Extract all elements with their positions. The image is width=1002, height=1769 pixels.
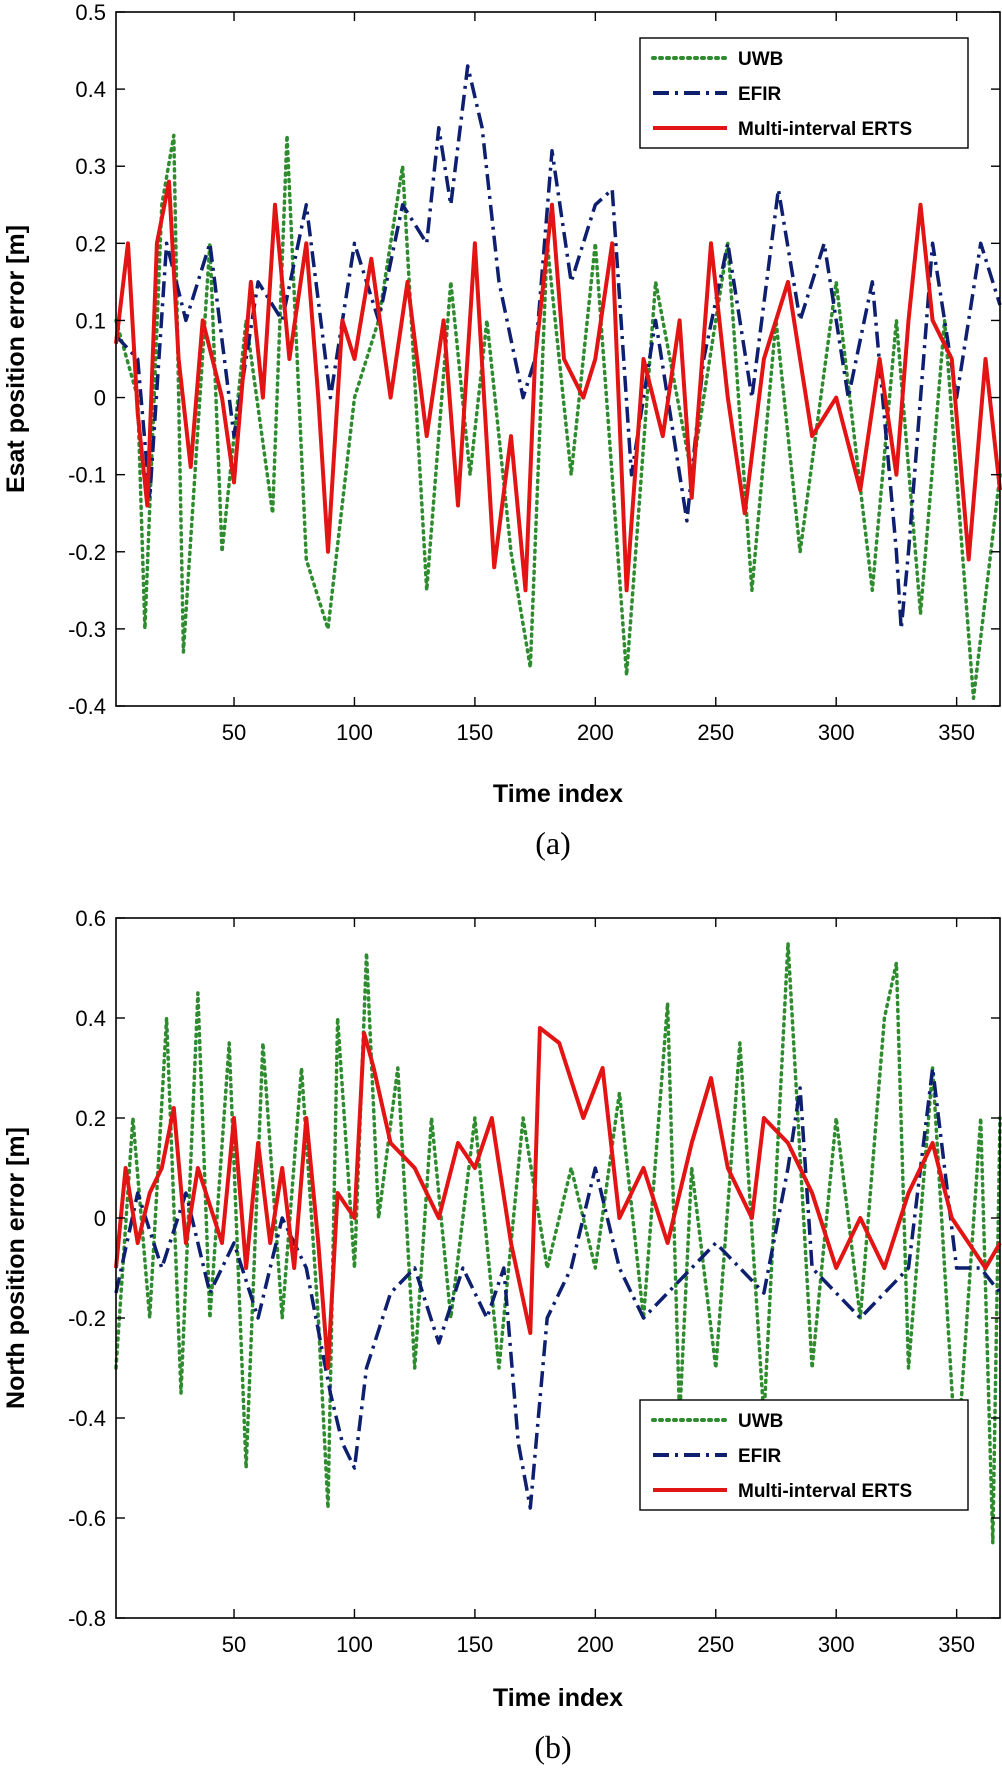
y-tick-label-a: 0.5 bbox=[75, 0, 106, 25]
series-line-uwb-a bbox=[114, 133, 1002, 701]
series-line-multi-interval-erts-a bbox=[114, 179, 1002, 593]
x-tick-label-a: 150 bbox=[457, 720, 494, 745]
caption-b: (b) bbox=[534, 1729, 571, 1765]
legend-label-uwb-b: UWB bbox=[738, 1411, 783, 1432]
x-tick-label-b: 100 bbox=[336, 1632, 373, 1657]
series-group-a bbox=[114, 64, 1002, 701]
y-tick-label-a: 0 bbox=[94, 386, 106, 411]
x-tick-label-b: 50 bbox=[222, 1632, 246, 1657]
legend-label-erts-b: Multi-interval ERTS bbox=[738, 1481, 912, 1502]
caption-a: (a) bbox=[535, 825, 571, 861]
legend-b: UWB EFIR Multi-interval ERTS bbox=[639, 1399, 969, 1511]
x-tick-label-a: 300 bbox=[818, 720, 855, 745]
x-tick-label-a: 200 bbox=[577, 720, 614, 745]
x-axis-label-a: Time index bbox=[493, 780, 623, 808]
y-tick-label-b: -0.4 bbox=[68, 1406, 106, 1431]
panel-a: -0.4 -0.3 -0.2 -0.1 0 0.1 0.2 0.3 0.4 0.5 50 100 15… bbox=[2, 0, 1002, 861]
y-tick-label-b: -0.8 bbox=[68, 1606, 106, 1631]
x-ticks-b: 50 100 150 200 250 300 350 bbox=[222, 918, 975, 1657]
legend-label-efir-b: EFIR bbox=[738, 1446, 782, 1467]
series-line-efir-a bbox=[114, 64, 1002, 631]
y-tick-label-b: -0.6 bbox=[68, 1506, 106, 1531]
y-tick-label-b: 0.2 bbox=[75, 1106, 106, 1131]
x-tick-label-b: 250 bbox=[697, 1632, 734, 1657]
y-tick-label-a: 0.1 bbox=[75, 308, 106, 333]
legend-label-erts-a: Multi-interval ERTS bbox=[738, 119, 912, 140]
x-axis-label-b: Time index bbox=[493, 1684, 623, 1712]
plot-area-b bbox=[116, 918, 1000, 1618]
x-tick-label-a: 100 bbox=[336, 720, 373, 745]
y-axis-label-b: North position error [m] bbox=[2, 1127, 30, 1409]
x-tick-label-b: 350 bbox=[938, 1632, 975, 1657]
y-tick-label-b: 0 bbox=[94, 1206, 106, 1231]
panel-b: -0.8 -0.6 -0.4 -0.2 0 0.2 0.4 0.6 50 100 150 200 25… bbox=[2, 906, 1002, 1765]
legend-a: UWB EFIR Multi-interval ERTS bbox=[639, 37, 969, 149]
x-tick-label-a: 250 bbox=[697, 720, 734, 745]
series-line-multi-interval-erts-b bbox=[114, 1026, 1002, 1370]
y-tick-label-a: 0.2 bbox=[75, 231, 106, 256]
series-group-b bbox=[114, 941, 1002, 1545]
y-ticks-b: -0.8 -0.6 -0.4 -0.2 0 0.2 0.4 0.6 bbox=[68, 906, 1000, 1631]
y-axis-label-a: Esat position error [m] bbox=[2, 225, 30, 493]
y-tick-label-b: -0.2 bbox=[68, 1306, 106, 1331]
y-ticks-a: -0.4 -0.3 -0.2 -0.1 0 0.1 0.2 0.3 0.4 0.5 bbox=[68, 0, 1000, 719]
y-tick-label-a: 0.4 bbox=[75, 77, 106, 102]
legend-label-efir-a: EFIR bbox=[738, 84, 782, 105]
legend-label-uwb-a: UWB bbox=[738, 49, 783, 70]
y-tick-label-a: -0.2 bbox=[68, 540, 106, 565]
y-tick-label-a: -0.1 bbox=[68, 463, 106, 488]
series-line-efir-b bbox=[114, 1066, 1002, 1510]
y-tick-label-b: 0.6 bbox=[75, 906, 106, 931]
y-tick-label-a: -0.3 bbox=[68, 617, 106, 642]
x-tick-label-b: 150 bbox=[457, 1632, 494, 1657]
axes-box-a bbox=[115, 11, 1001, 707]
x-ticks-a: 50 100 150 200 250 300 350 bbox=[222, 12, 975, 745]
x-tick-label-a: 350 bbox=[938, 720, 975, 745]
x-tick-label-a: 50 bbox=[222, 720, 246, 745]
x-tick-label-b: 300 bbox=[818, 1632, 855, 1657]
x-tick-label-b: 200 bbox=[577, 1632, 614, 1657]
y-tick-label-a: -0.4 bbox=[68, 694, 106, 719]
y-tick-label-a: 0.3 bbox=[75, 154, 106, 179]
axes-box-b bbox=[115, 917, 1001, 1619]
y-tick-label-b: 0.4 bbox=[75, 1006, 106, 1031]
